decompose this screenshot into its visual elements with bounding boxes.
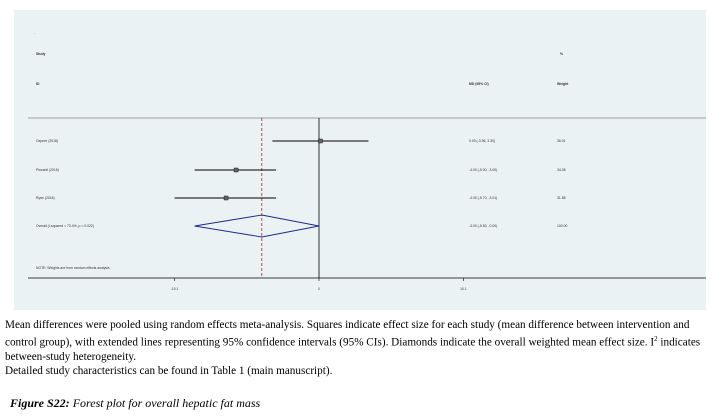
figure-label: Figure S22: — [10, 396, 70, 410]
figure-title: Figure S22: Forest plot for overall hepa… — [10, 396, 260, 411]
header-md: MD (95% CI) — [469, 82, 489, 86]
study-effect-square — [318, 138, 323, 144]
x-tick-label: 10.1 — [460, 287, 467, 291]
caption-text-2: indicates between-study heterogeneity. — [5, 336, 701, 363]
header-weight: Weight — [557, 82, 569, 86]
caption-paragraph-1: Mean differences were pooled using rando… — [5, 318, 710, 364]
caption-paragraph-2: Detailed study characteristics can be fo… — [5, 364, 333, 377]
header-percent: % — [560, 52, 563, 56]
overall-diamond — [194, 214, 320, 238]
study-ci-text: -4.00 (-5.70, -3.01) — [469, 196, 497, 200]
x-tick-label: -10.1 — [171, 287, 179, 291]
x-tick-label: 0 — [318, 287, 320, 291]
figure-caption: Mean differences were pooled using rando… — [5, 318, 710, 378]
overall-weight: 100.00 — [557, 224, 567, 228]
forest-plot-panel: · Study ID % MD (95% CI) Weight -10.1 0 10… — [14, 10, 706, 310]
weights-note: NOTE: Weights are from random effects an… — [36, 266, 110, 270]
study-ci-text: -4.00 (-5.00, -3.00) — [469, 168, 497, 172]
overall-ci-text: -3.00 (-5.50, -0.00) — [469, 224, 497, 228]
study-ci-text: 0.00 (-3.36, 3.30) — [469, 139, 495, 143]
study-effect-square — [233, 167, 239, 173]
study-weight: 34.08 — [557, 168, 566, 172]
study-label: Pinzanti (2016) — [36, 168, 59, 172]
dot-mark: · — [34, 32, 35, 36]
forest-plot: · Study ID % MD (95% CI) Weight -10.1 0 10… — [28, 32, 706, 291]
figure-title-text: Forest plot for overall hepatic fat mass — [69, 396, 261, 410]
study-label: Ryan (2016) — [36, 196, 55, 200]
plot-layer: -10.1 0 10.1 Gepner (2018) 0.00 (-3.36, 3.30… — [28, 118, 706, 291]
study-label: Gepner (2018) — [36, 139, 58, 143]
header-study: Study — [36, 52, 46, 56]
caption-superscript: 2 — [654, 335, 658, 343]
caption-text-1: Mean differences were pooled using rando… — [5, 319, 690, 349]
study-effect-square — [223, 195, 229, 201]
study-weight: 36.01 — [557, 139, 566, 143]
header-id: ID — [36, 82, 40, 86]
overall-label: Overall (I-squared = 73.4%, p = 0.022) — [36, 224, 94, 228]
study-weight: 31.88 — [557, 196, 566, 200]
